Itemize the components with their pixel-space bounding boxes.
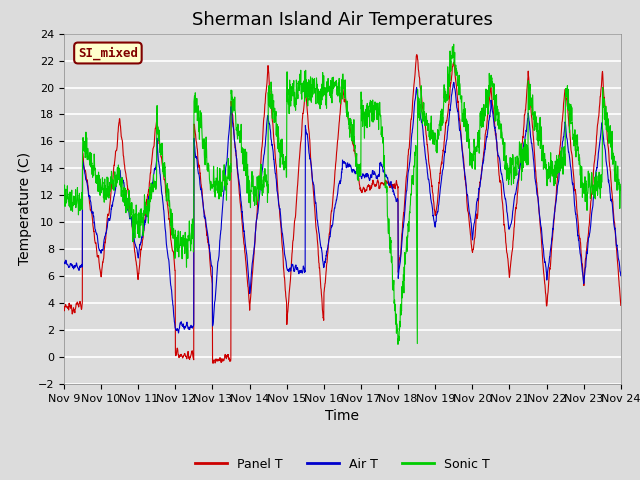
Sonic T [450,41,458,47]
Air T [505,224,513,230]
Sonic T [584,191,591,196]
Panel T [413,52,420,58]
Sonic T [568,121,576,127]
Panel T [209,360,217,366]
Air T [371,170,379,176]
Title: Sherman Island Air Temperatures: Sherman Island Air Temperatures [192,11,493,29]
Air T [568,178,576,183]
Line: Air T: Air T [64,83,621,333]
Sonic T [358,103,366,108]
Panel T [568,153,576,158]
Panel T [216,356,223,362]
Sonic T [216,191,223,197]
Panel T [505,266,513,272]
Text: SI_mixed: SI_mixed [78,46,138,60]
Air T [450,80,458,85]
Panel T [584,239,591,245]
Line: Panel T: Panel T [64,55,621,363]
Line: Sonic T: Sonic T [64,44,621,344]
Air T [60,259,68,264]
Air T [216,244,223,250]
Sonic T [371,116,378,121]
Y-axis label: Temperature (C): Temperature (C) [18,152,32,265]
Air T [584,247,591,252]
X-axis label: Time: Time [325,409,360,423]
Air T [617,273,625,279]
Sonic T [505,181,513,187]
Sonic T [617,181,625,187]
Sonic T [394,341,402,347]
Panel T [617,302,625,308]
Air T [359,172,367,178]
Panel T [60,307,68,313]
Panel T [371,183,379,189]
Air T [175,330,182,336]
Panel T [359,187,367,192]
Sonic T [60,194,68,200]
Legend: Panel T, Air T, Sonic T: Panel T, Air T, Sonic T [191,453,494,476]
